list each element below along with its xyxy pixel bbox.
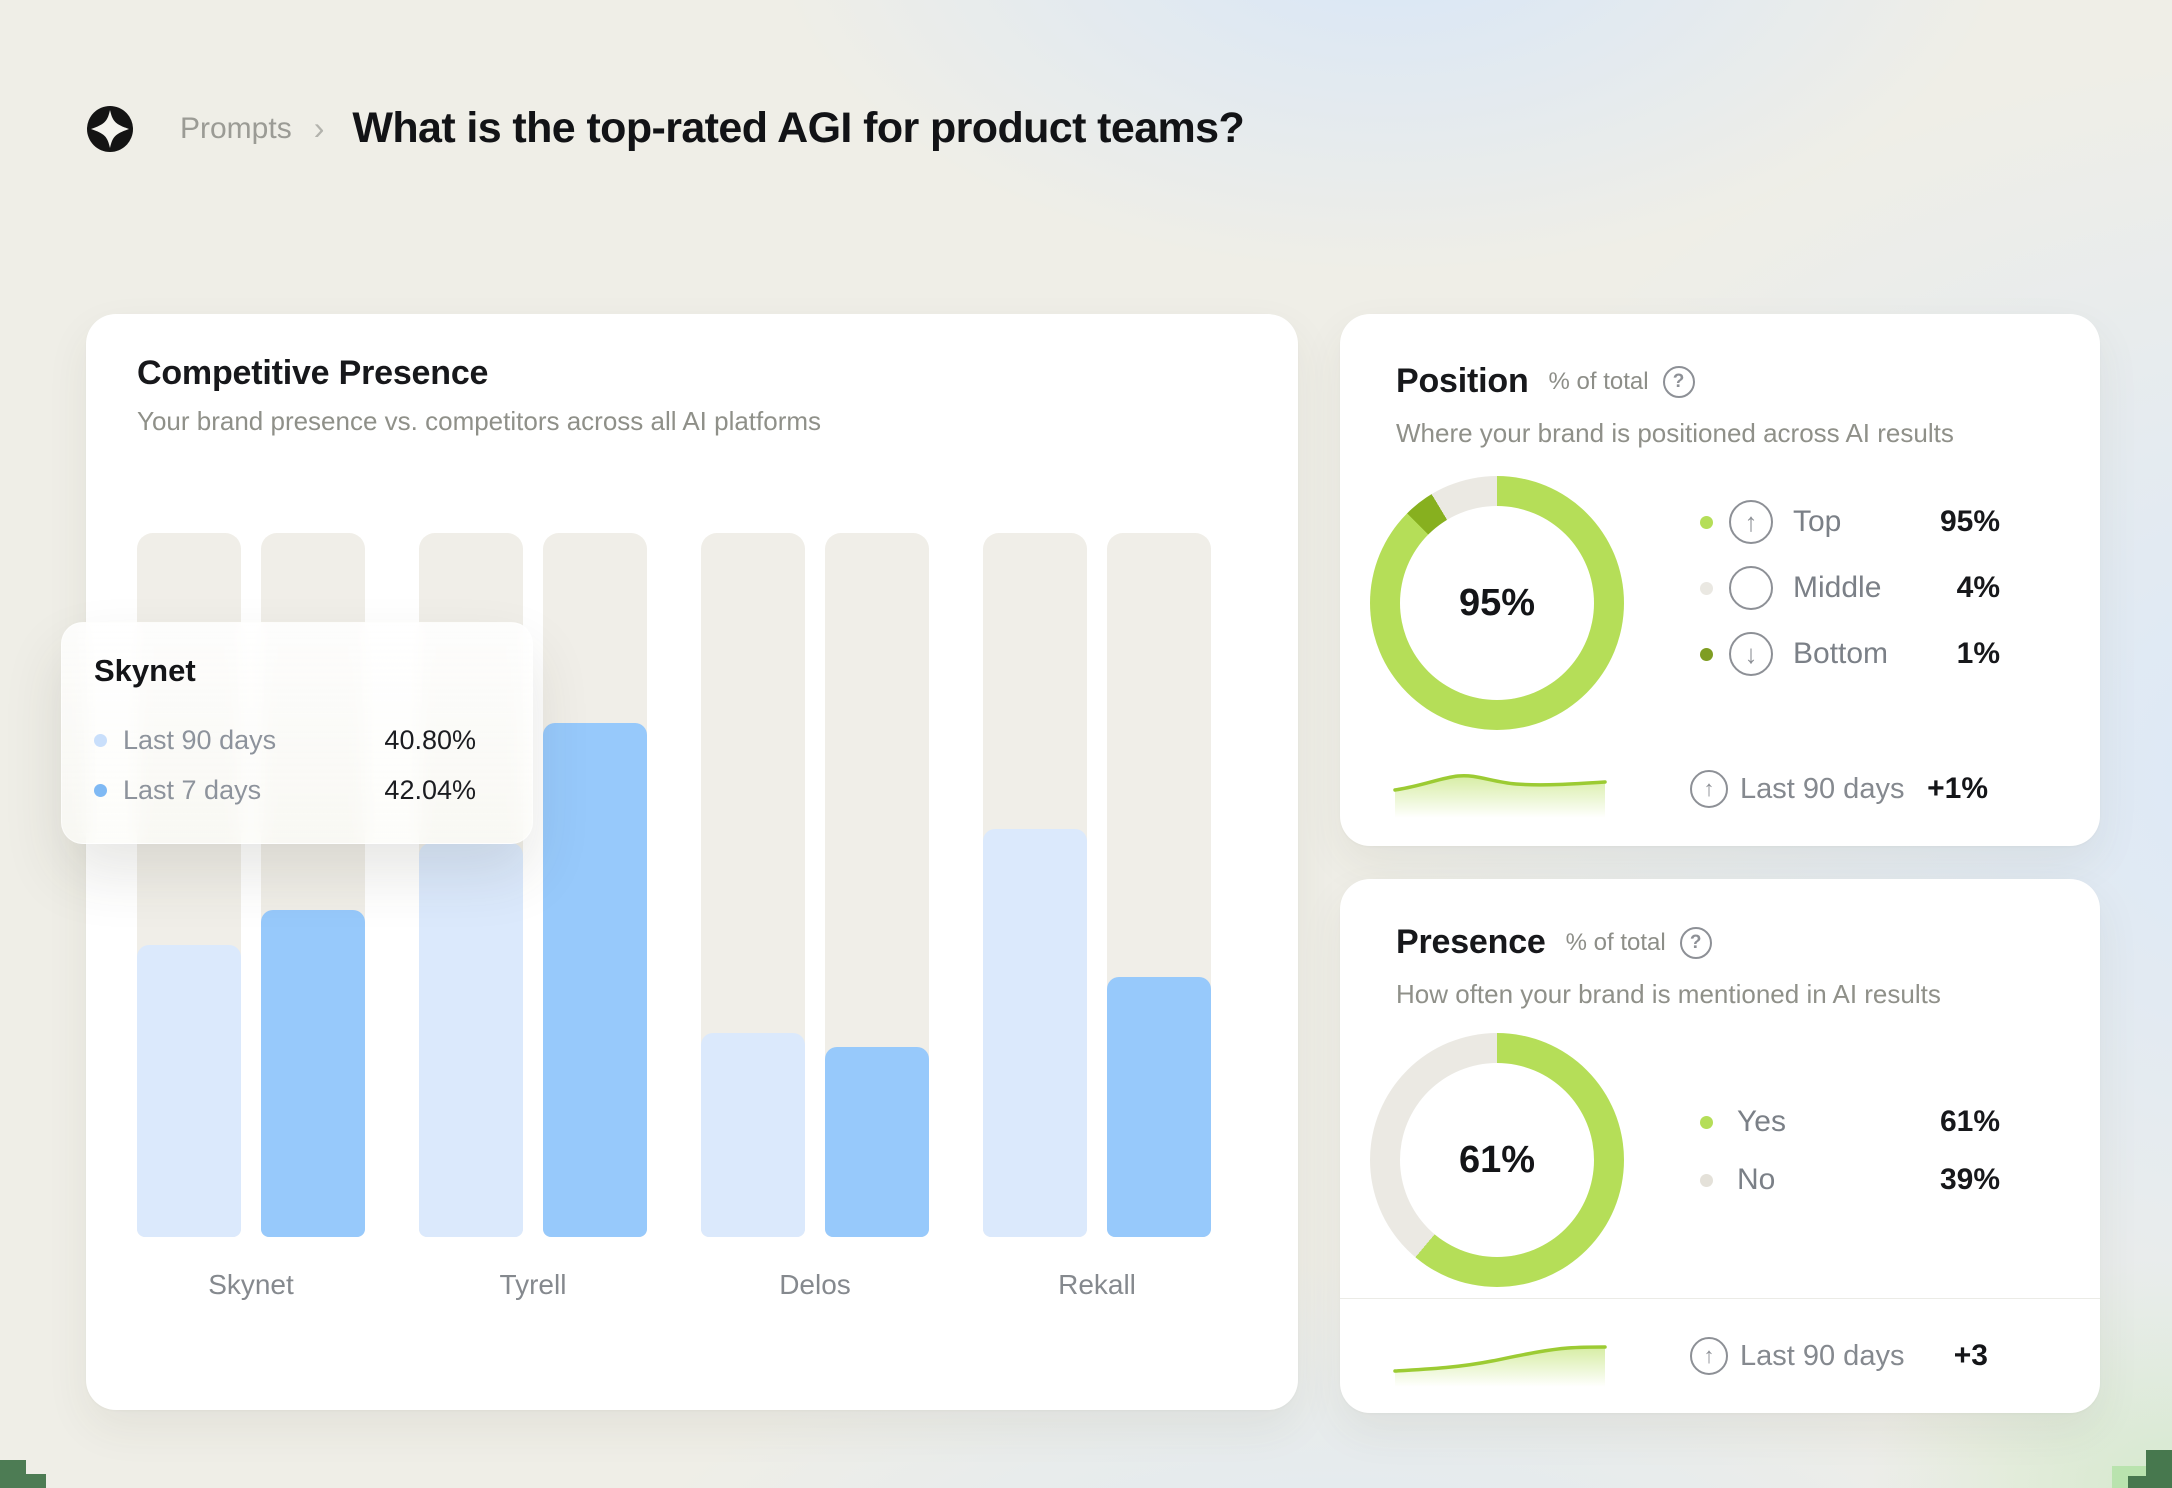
position-donut-chart[interactable]: 95% [1370, 476, 1624, 730]
header: Prompts › What is the top-rated AGI for … [86, 104, 1245, 153]
legend-row-top: ↑ Top 95% [1700, 500, 2000, 544]
help-icon[interactable]: ? [1679, 926, 1712, 959]
bar-last-90-days[interactable] [419, 842, 523, 1237]
legend-label: Bottom [1793, 637, 1889, 670]
tooltip-row-last90: Last 90 days 40.80% [94, 715, 476, 765]
competitive-title: Competitive Presence [137, 354, 489, 392]
position-trend-value: +1% [1927, 772, 1988, 805]
legend-row-middle: Middle 4% [1700, 566, 2000, 610]
corner-decoration [0, 1460, 26, 1488]
tooltip-row-last7: Last 7 days 42.04% [94, 765, 476, 815]
tooltip-brand: Skynet [94, 653, 196, 688]
legend-row-no: No 39% [1700, 1163, 2000, 1197]
legend-dot-icon [1700, 515, 1713, 529]
corner-decoration [26, 1474, 46, 1488]
tooltip-value: 42.04% [384, 774, 476, 805]
presence-footer: ↑ Last 90 days [1690, 1335, 1904, 1377]
last90-dot-icon [94, 733, 107, 747]
presence-legend: Yes 61% No 39% [1700, 1105, 2000, 1197]
bar-last-90-days[interactable] [137, 944, 241, 1237]
legend-dot-icon [1700, 647, 1713, 661]
position-donut-center-label: 95% [1458, 581, 1536, 624]
bar-group-delos[interactable] [701, 533, 929, 1237]
presence-subtitle: How often your brand is mentioned in AI … [1396, 979, 1941, 1009]
presence-sparkline [1393, 1345, 1607, 1387]
position-donut-hole: 95% [1400, 506, 1594, 700]
axis-label-tyrell: Tyrell [499, 1269, 567, 1300]
app-logo-icon[interactable] [86, 105, 134, 153]
position-title: Position [1396, 362, 1529, 400]
tooltip-label: Last 90 days [123, 724, 277, 755]
tooltip-label: Last 7 days [123, 774, 262, 805]
bar-last-7-days[interactable] [1107, 976, 1211, 1237]
legend-value: 61% [1939, 1105, 2000, 1138]
bar-track[interactable] [543, 533, 647, 1237]
help-icon[interactable]: ? [1662, 365, 1695, 398]
competitive-presence-card: Competitive Presence Your brand presence… [86, 314, 1298, 1410]
bar-group-rekall[interactable] [983, 533, 1211, 1237]
arrow-up-circle-icon: ↑ [1729, 500, 1773, 544]
position-card: Position % of total ? Where your brand i… [1340, 314, 2100, 846]
breadcrumb-prompts[interactable]: Prompts [180, 111, 292, 145]
position-footer-label: Last 90 days [1740, 772, 1905, 805]
presence-trend-value: +3 [1953, 1339, 1988, 1372]
axis-label-skynet: Skynet [208, 1269, 294, 1300]
tooltip-value: 40.80% [384, 724, 476, 755]
position-unit-label: % of total [1548, 367, 1649, 395]
arrow-down-circle-icon: ↓ [1729, 632, 1773, 676]
bar-track[interactable] [1107, 533, 1211, 1237]
bar-track[interactable] [983, 533, 1087, 1237]
circle-icon [1729, 566, 1773, 610]
chart-tooltip: Skynet Last 90 days 40.80% Last 7 days 4… [61, 622, 533, 844]
position-subtitle: Where your brand is positioned across AI… [1396, 418, 1954, 448]
legend-value: 39% [1939, 1163, 2000, 1196]
position-legend: ↑ Top 95% Middle 4% ↓ Bottom 1% [1700, 500, 2000, 676]
legend-label: Middle [1793, 571, 1882, 604]
axis-label-delos: Delos [779, 1269, 851, 1300]
presence-card: Presence % of total ? How often your bra… [1340, 879, 2100, 1413]
legend-dot-icon [1700, 1115, 1713, 1129]
legend-value: 95% [1939, 505, 2000, 538]
legend-dot-icon [1700, 1173, 1713, 1187]
bar-track[interactable] [825, 533, 929, 1237]
legend-row-yes: Yes 61% [1700, 1105, 2000, 1139]
bar-last-90-days[interactable] [701, 1032, 805, 1237]
competitive-subtitle: Your brand presence vs. competitors acro… [137, 406, 822, 436]
legend-value: 4% [1956, 571, 2000, 604]
position-sparkline [1393, 773, 1607, 818]
corner-decoration [2146, 1450, 2172, 1488]
axis-label-rekall: Rekall [1058, 1269, 1136, 1300]
last7-dot-icon [94, 783, 107, 797]
trend-up-circle-icon: ↑ [1690, 1337, 1728, 1375]
presence-donut-center-label: 61% [1458, 1138, 1536, 1181]
footer-divider [1340, 1298, 2100, 1299]
presence-donut-chart[interactable]: 61% [1370, 1033, 1624, 1287]
legend-row-bottom: ↓ Bottom 1% [1700, 632, 2000, 676]
legend-value: 1% [1956, 637, 2000, 670]
presence-donut-hole: 61% [1400, 1063, 1594, 1257]
legend-label: Top [1793, 505, 1842, 538]
position-footer: ↑ Last 90 days [1690, 768, 1904, 810]
bar-last-7-days[interactable] [261, 909, 365, 1237]
bar-last-90-days[interactable] [983, 828, 1087, 1237]
presence-title: Presence [1396, 923, 1546, 961]
legend-label: Yes [1737, 1105, 1786, 1138]
bar-track[interactable] [701, 533, 805, 1237]
corner-decoration [2128, 1476, 2146, 1488]
axis-labels: Skynet Tyrell Delos Rekall [137, 1269, 1211, 1301]
bar-last-7-days[interactable] [825, 1046, 929, 1237]
trend-up-circle-icon: ↑ [1690, 770, 1728, 808]
chevron-right-icon: › [313, 110, 325, 146]
presence-footer-label: Last 90 days [1740, 1339, 1905, 1372]
legend-label: No [1737, 1163, 1776, 1196]
presence-unit-label: % of total [1565, 928, 1666, 956]
page-title: What is the top-rated AGI for product te… [352, 104, 1245, 152]
bar-last-7-days[interactable] [543, 723, 647, 1237]
legend-dot-icon [1700, 581, 1713, 595]
